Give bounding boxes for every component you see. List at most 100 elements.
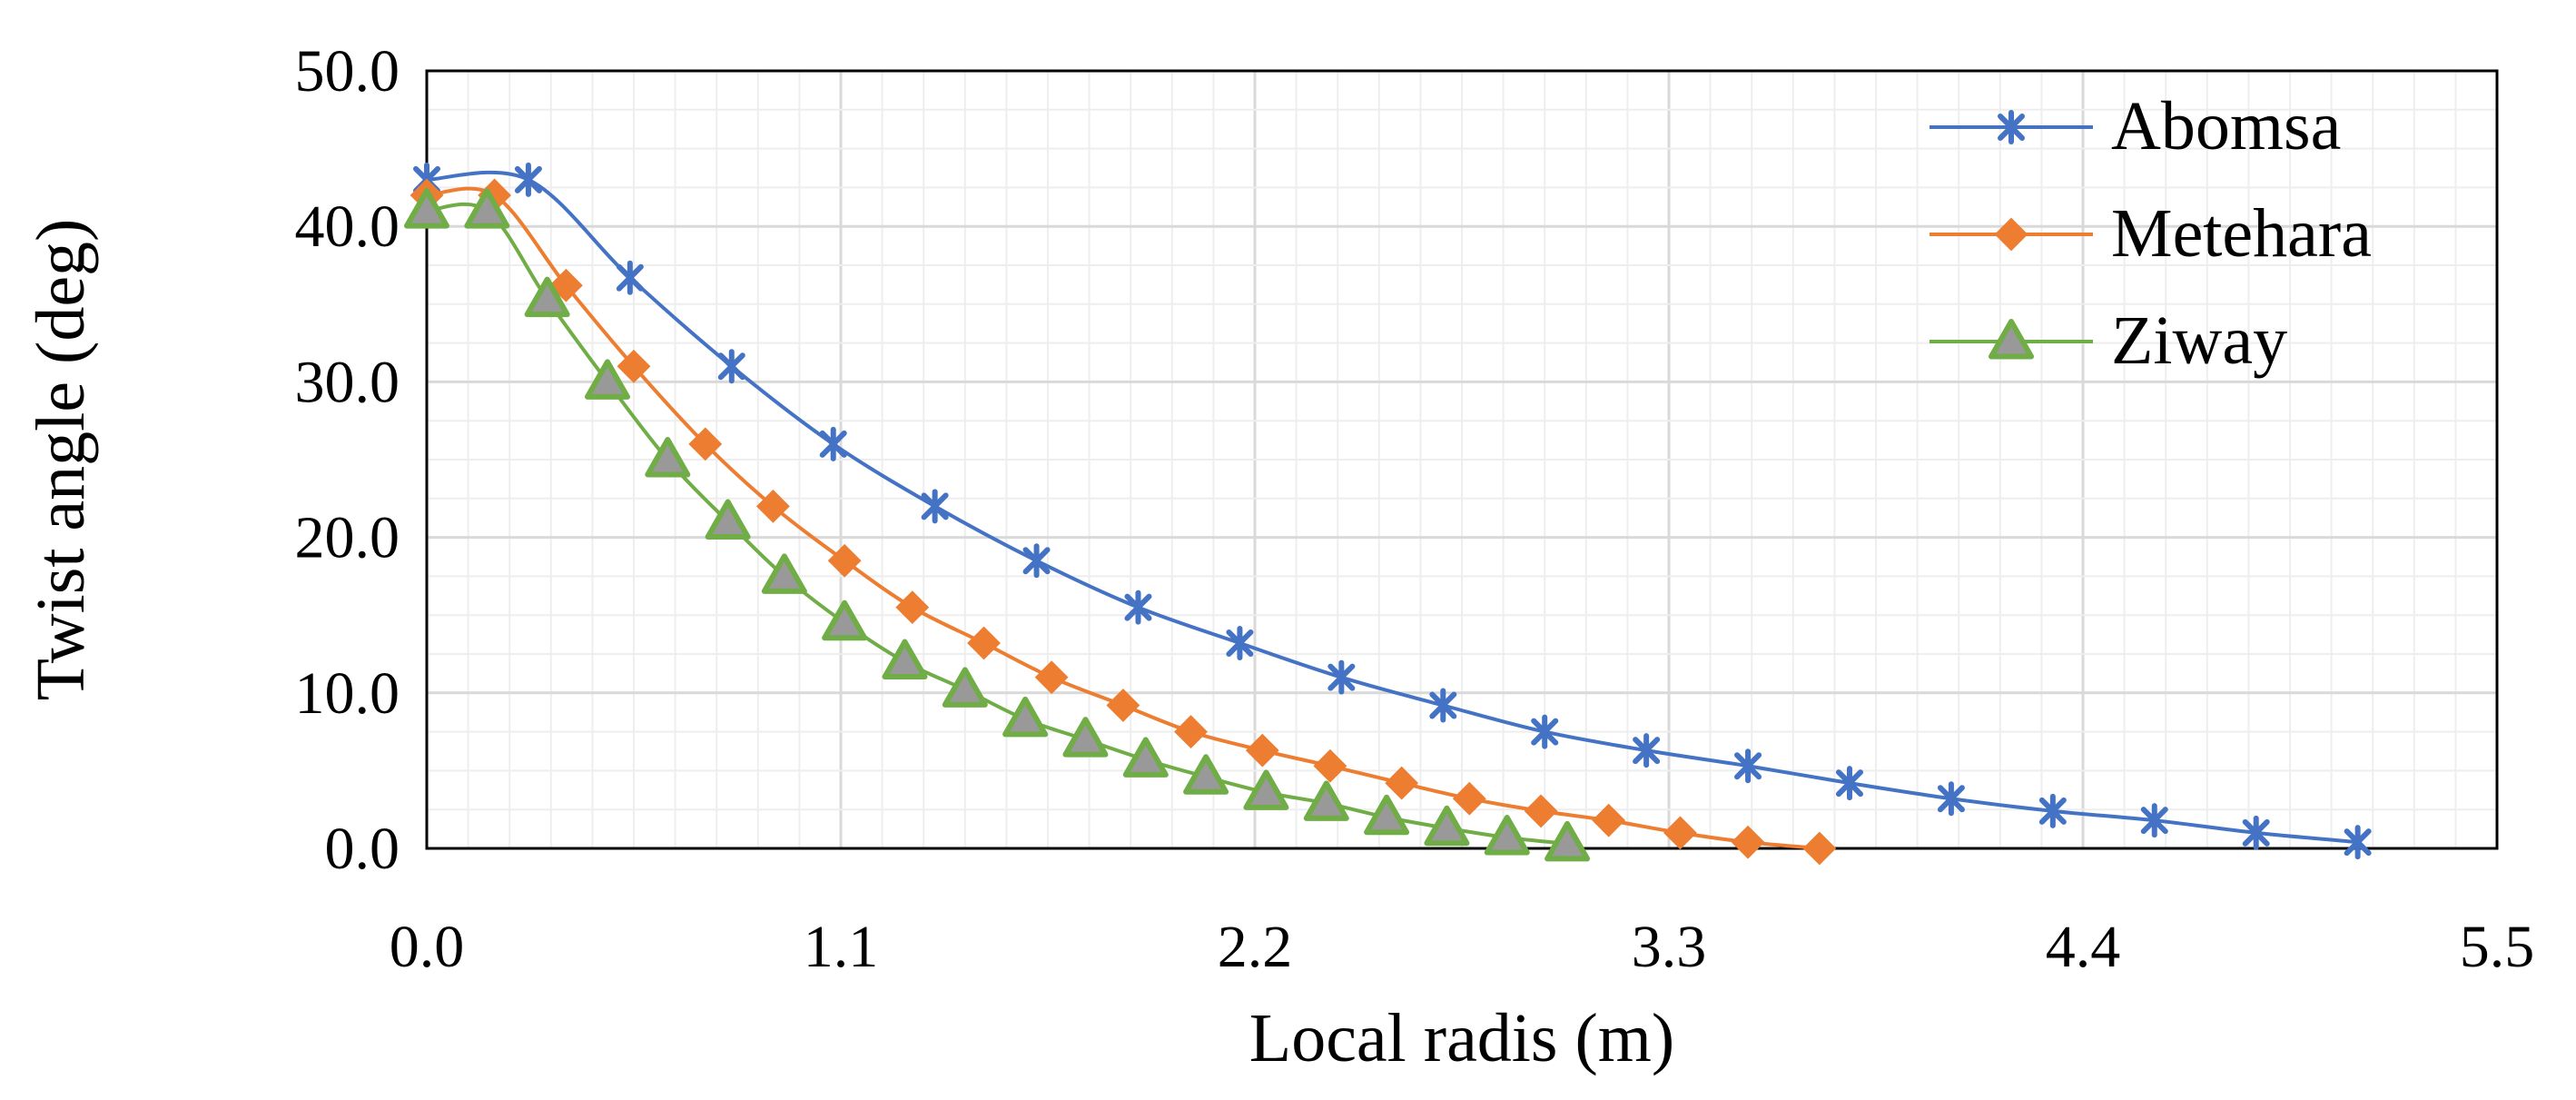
star-stroke: [1429, 691, 1457, 719]
data-point-star: [1835, 766, 1863, 801]
data-point-triangle: [1364, 794, 1410, 836]
star-stroke: [1327, 663, 1356, 691]
data-point-diamond: [1524, 794, 1558, 828]
data-point-star: [1633, 733, 1661, 768]
data-point-triangle: [882, 639, 928, 680]
star-stroke: [616, 263, 644, 292]
y-axis-title: Twist angle (deg): [23, 219, 99, 701]
x-tick-label: 1.1: [804, 914, 879, 980]
legend-item-abomsa: Abomsa: [1930, 88, 2341, 164]
data-point-diamond: [688, 427, 723, 461]
data-point-triangle: [1183, 754, 1229, 795]
y-tick-label: 0.0: [325, 816, 400, 882]
data-point-triangle: [1243, 769, 1289, 810]
x-tick-label: 3.3: [1632, 914, 1707, 980]
data-point-star: [2242, 815, 2270, 850]
tick-labels: 0.0 1.1 2.2 3.3 4.4 5.5 0.0 10.0 20.0 30.0 40.0 50.…: [295, 38, 2535, 980]
x-tick-label: 2.2: [1218, 914, 1293, 980]
data-point-triangle: [1062, 717, 1109, 758]
data-point-triangle: [942, 667, 988, 708]
data-point-triangle: [584, 359, 630, 400]
data-point-diamond: [1174, 715, 1208, 749]
data-point-star: [1734, 748, 1762, 784]
star-stroke: [819, 430, 847, 458]
x-axis-title: Local radis (m): [1249, 1000, 1674, 1076]
star-stroke: [921, 492, 949, 520]
star-stroke: [2140, 807, 2168, 835]
data-point-star: [2038, 793, 2067, 828]
data-point-triangle: [645, 437, 691, 478]
data-point-diamond: [548, 268, 583, 302]
series-abomsa: [413, 162, 2372, 860]
data-point-star: [514, 162, 542, 197]
data-point-star: [1327, 659, 1356, 695]
star-stroke: [514, 165, 542, 193]
data-point-triangle: [822, 600, 868, 641]
data-point-triangle: [705, 499, 751, 540]
data-point-star: [1124, 590, 1152, 625]
data-point-triangle: [1002, 696, 1049, 738]
x-tick-label: 4.4: [2046, 914, 2121, 980]
legend: Abomsa Metehara Ziway: [1930, 88, 2372, 379]
data-point-diamond: [1313, 748, 1347, 783]
legend-label-ziway: Ziway: [2111, 302, 2287, 379]
data-point-diamond: [1106, 689, 1140, 722]
data-point-diamond: [1034, 660, 1069, 695]
star-stroke: [1633, 737, 1661, 765]
legend-item-ziway: Ziway: [1930, 302, 2287, 379]
grid-lines: [425, 69, 2499, 850]
data-point-triangle: [1545, 820, 1591, 862]
data-point-diamond: [1802, 831, 1837, 866]
data-point-diamond: [1592, 803, 1626, 837]
data-point-star: [2344, 825, 2372, 860]
x-tick-label: 5.5: [2460, 914, 2535, 980]
data-point-diamond: [895, 590, 930, 625]
y-tick-label: 20.0: [295, 505, 400, 571]
data-point-diamond: [755, 489, 790, 523]
data-point-star: [717, 349, 745, 384]
series-layer: [404, 162, 2372, 866]
data-point-triangle: [404, 188, 449, 229]
data-point-star: [1998, 110, 2025, 144]
star-stroke: [717, 352, 745, 381]
data-point-diamond: [617, 349, 651, 383]
legend-label-abomsa: Abomsa: [2111, 88, 2341, 164]
data-point-triangle: [1484, 815, 1530, 856]
data-point-triangle: [761, 553, 807, 594]
star-stroke: [2242, 818, 2270, 847]
y-tick-label: 10.0: [295, 660, 400, 727]
star-stroke: [1998, 114, 2025, 141]
data-point-star: [1531, 714, 1559, 749]
star-stroke: [1734, 752, 1762, 780]
y-tick-label: 30.0: [295, 349, 400, 415]
star-stroke: [1835, 769, 1863, 798]
data-point-diamond: [1994, 217, 2028, 252]
data-point-star: [1022, 543, 1051, 579]
legend-item-metehara: Metehara: [1930, 195, 2372, 272]
star-stroke: [2038, 797, 2067, 825]
data-point-diamond: [1385, 766, 1419, 800]
data-point-star: [1937, 781, 1965, 817]
data-point-diamond: [1452, 781, 1486, 816]
data-point-star: [2140, 803, 2168, 838]
plot-area-frame: [425, 69, 2499, 850]
star-stroke: [2344, 828, 2372, 857]
data-point-triangle: [1424, 805, 1470, 847]
legend-label-metehara: Metehara: [2111, 195, 2372, 272]
x-tick-label: 0.0: [390, 914, 465, 980]
data-point-diamond: [1663, 816, 1697, 850]
y-tick-label: 40.0: [295, 193, 400, 260]
y-tick-label: 50.0: [295, 38, 400, 104]
data-point-diamond: [967, 626, 1001, 660]
star-stroke: [1226, 629, 1254, 658]
star-stroke: [1124, 593, 1152, 621]
data-point-star: [1226, 626, 1254, 661]
series-ziway: [404, 188, 1591, 862]
star-stroke: [1022, 547, 1051, 575]
data-point-diamond: [827, 543, 862, 578]
data-point-star: [616, 260, 644, 295]
data-point-triangle: [1303, 780, 1349, 821]
data-point-star: [1429, 688, 1457, 723]
star-stroke: [1531, 718, 1559, 746]
